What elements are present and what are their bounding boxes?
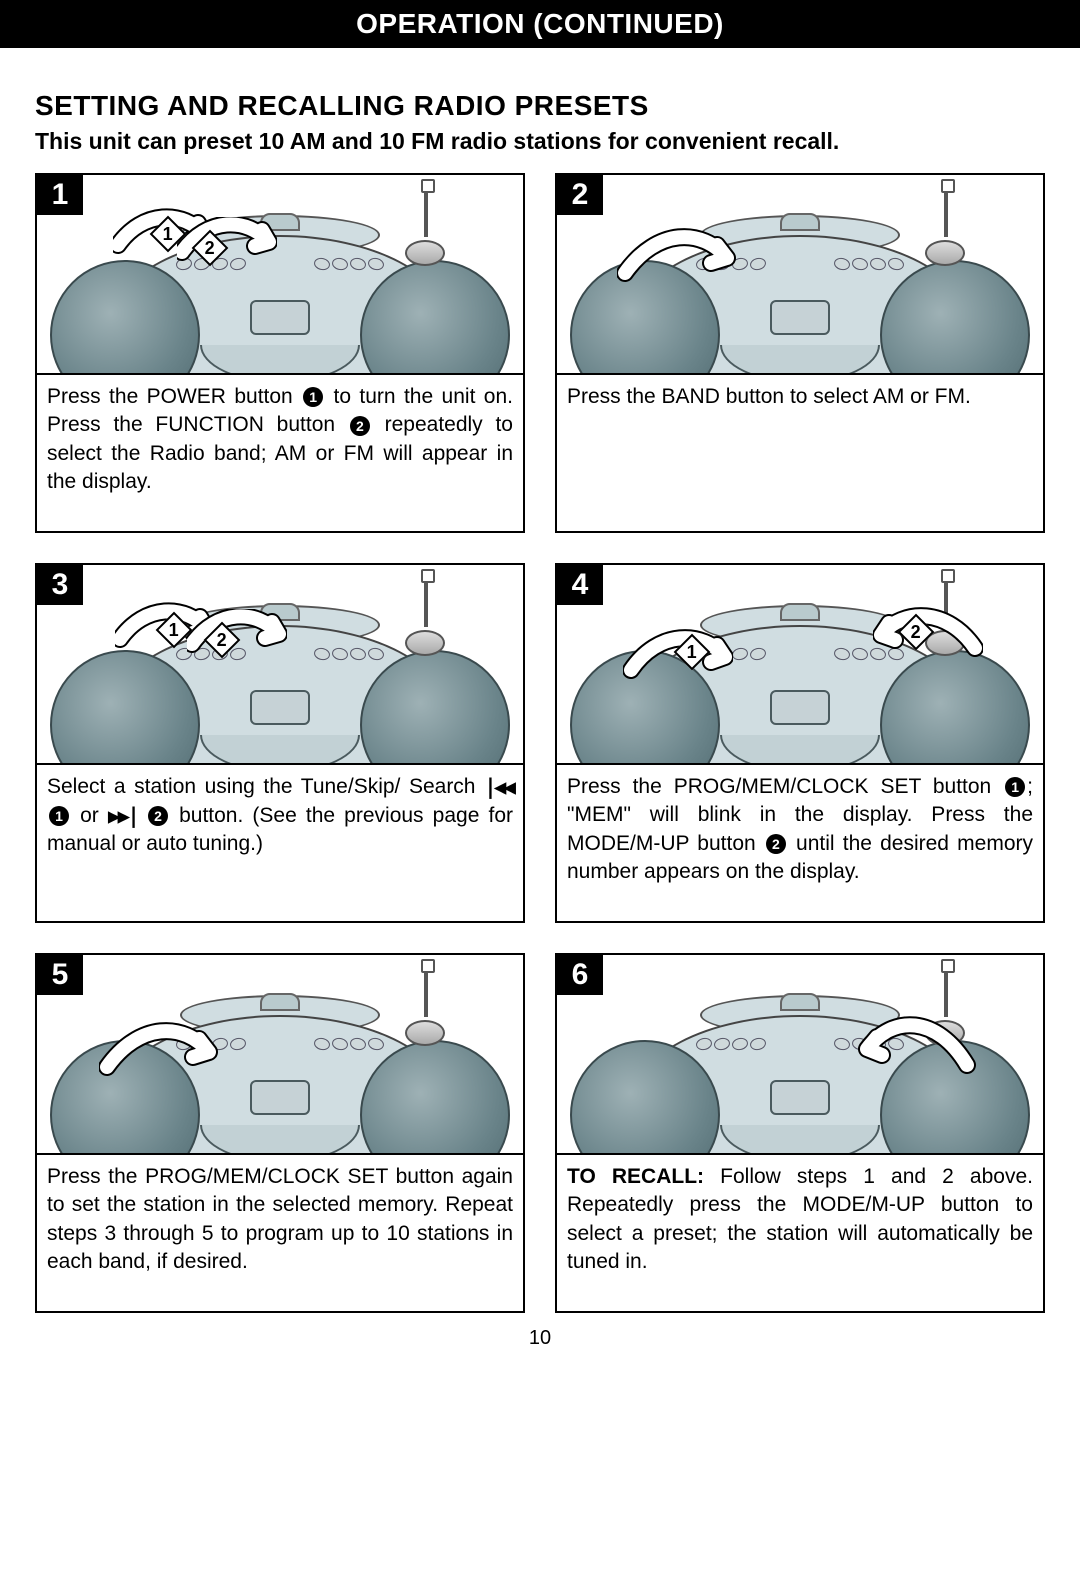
step-6: 6 TO RECALL: Follow steps 1 and 2 above. … [555,953,1045,1313]
circled-ref-1: 1 [303,387,323,407]
step-illustration: 2 [557,175,1043,375]
instruction-text: Press the PROG/MEM/CLOCK SET button [567,775,1003,798]
step-text: TO RECALL: Follow steps 1 and 2 above. R… [557,1155,1043,1311]
step-text: Press the BAND button to select AM or FM… [557,375,1043,531]
instruction-text: Select a station using the Tune/Skip/ Se… [47,775,484,798]
step-text: Select a station using the Tune/Skip/ Se… [37,765,523,921]
section-subtitle: This unit can preset 10 AM and 10 FM rad… [35,128,1045,155]
skip-forward-icon: ▶▶| [108,802,137,830]
step-text: Press the PROG/MEM/CLOCK SET button agai… [37,1155,523,1311]
boombox-illustration [60,205,500,375]
step-illustration: 124 [557,565,1043,765]
circled-ref-1: 1 [1005,777,1025,797]
instruction-text: or [71,804,108,827]
step-1: 121Press the POWER button 1 to turn the … [35,173,525,533]
steps-grid: 121Press the POWER button 1 to turn the … [35,173,1045,1313]
page-number: 10 [35,1327,1045,1350]
section-title: SETTING AND RECALLING RADIO PRESETS [35,90,1045,122]
step-4: 124Press the PROG/MEM/CLOCK SET button 1… [555,563,1045,923]
page-header-bar: OPERATION (CONTINUED) [0,0,1080,48]
skip-back-icon: |◀◀ [484,773,513,801]
step-illustration: 123 [37,565,523,765]
instruction-text: Press the BAND button to select AM or FM… [567,385,971,408]
step-number-badge: 5 [37,955,83,995]
instruction-text: TO RECALL: [567,1165,704,1188]
boombox-illustration [60,595,500,765]
circled-ref-2: 2 [350,416,370,436]
step-text: Press the POWER button 1 to turn the uni… [37,375,523,531]
instruction-text: Press the PROG/MEM/CLOCK SET button agai… [47,1165,513,1273]
step-number-badge: 2 [557,175,603,215]
step-5: 5 Press the PROG/MEM/CLOCK SET button aga… [35,953,525,1313]
step-text: Press the PROG/MEM/CLOCK SET button 1; "… [557,765,1043,921]
step-number-badge: 4 [557,565,603,605]
instruction-text [137,804,146,827]
step-number-badge: 1 [37,175,83,215]
step-illustration: 6 [557,955,1043,1155]
circled-ref-2: 2 [766,834,786,854]
page-body: SETTING AND RECALLING RADIO PRESETS This… [0,48,1080,1370]
step-number-badge: 6 [557,955,603,995]
step-2: 2 Press the BAND button to select AM or F… [555,173,1045,533]
boombox-illustration [580,985,1020,1155]
step-3: 123Select a station using the Tune/Skip/… [35,563,525,923]
circled-ref-1: 1 [49,806,69,826]
step-illustration: 121 [37,175,523,375]
circled-ref-2: 2 [148,806,168,826]
step-illustration: 5 [37,955,523,1155]
instruction-text: Press the POWER button [47,385,301,408]
boombox-illustration [60,985,500,1155]
step-number-badge: 3 [37,565,83,605]
boombox-illustration [580,205,1020,375]
boombox-illustration [580,595,1020,765]
